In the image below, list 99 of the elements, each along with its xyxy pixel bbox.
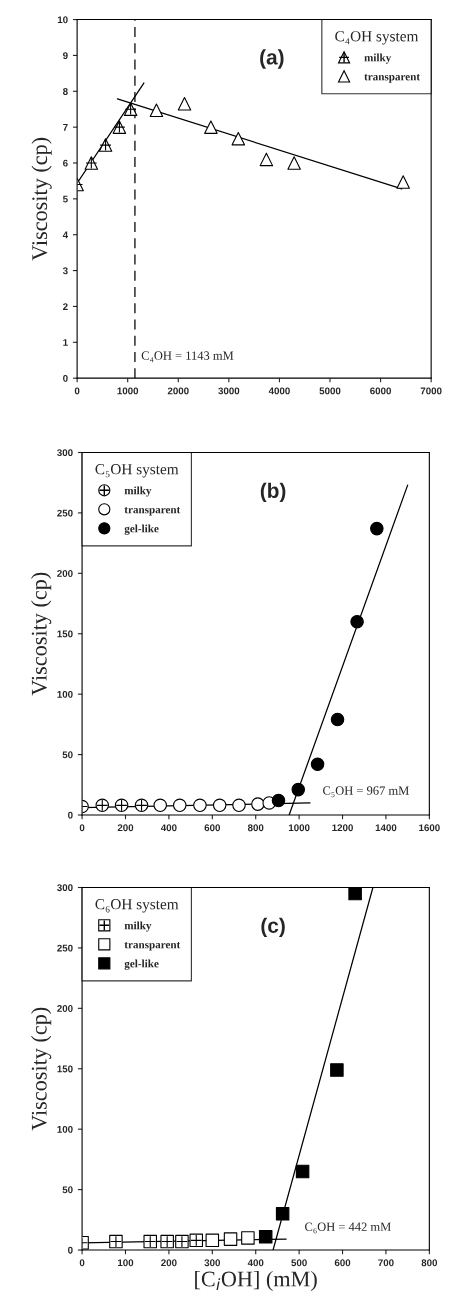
y-tick-label: 0 (68, 1246, 73, 1254)
point (287, 156, 301, 170)
y-tick-label: 250 (57, 944, 73, 952)
x-tick-label: 1000 (117, 387, 139, 395)
point (241, 1231, 255, 1245)
y-tick-label: 50 (62, 751, 73, 759)
x-tick-label: 700 (378, 1259, 394, 1267)
point (232, 798, 246, 813)
legend-label: milky (364, 53, 392, 64)
x-tick-label: 200 (117, 824, 134, 832)
ref-line-label: C₄OH = 1143 mM (141, 351, 234, 363)
legend-title: C₄OH system (335, 31, 419, 45)
y-tick-label: 5 (62, 195, 68, 203)
point (258, 1229, 273, 1244)
y-tick-label: 1 (63, 339, 68, 346)
point (177, 97, 192, 111)
y-axis-title: Viscosity (cp) (31, 137, 52, 261)
x-tick-label: 4000 (268, 387, 290, 395)
legend-title: C₅OH system (95, 464, 179, 478)
x-tick-label: 400 (247, 1259, 264, 1267)
x-tick-label: 1400 (375, 824, 397, 832)
y-tick-label: 4 (62, 231, 69, 239)
point (370, 521, 384, 536)
point (271, 793, 286, 808)
y-tick-label: 10 (57, 16, 68, 24)
y-tick-label: 6 (63, 159, 68, 167)
point (205, 1233, 220, 1248)
text: (a) (260, 49, 284, 69)
legend-label: gel-like (124, 959, 159, 970)
y-tick-label: 100 (57, 1125, 73, 1133)
point (396, 175, 410, 189)
x-tick-label: 3000 (218, 387, 240, 395)
y-tick-label: 50 (62, 1186, 73, 1194)
y-tick-label: 0 (68, 811, 73, 819)
point (223, 1232, 238, 1246)
x-tick-label: 400 (160, 824, 177, 832)
point (172, 798, 187, 813)
x-tick-label: 2000 (167, 387, 189, 395)
legend-label: transparent (124, 506, 181, 516)
point (212, 798, 227, 813)
point (310, 757, 325, 772)
x-tick-label: 300 (204, 1259, 221, 1267)
y-axis-title: Viscosity (cp) (31, 1007, 52, 1131)
x-tick-label: 800 (421, 1259, 438, 1267)
x-tick-label: 100 (117, 1259, 134, 1267)
x-tick-label: 0 (79, 824, 85, 832)
y-tick-label: 150 (57, 630, 73, 638)
x-tick-label: 200 (161, 1259, 177, 1267)
point (295, 1164, 310, 1179)
point (330, 712, 345, 727)
legend-label: milky (124, 486, 152, 497)
x-tick-label: 0 (79, 1259, 85, 1267)
point (275, 1206, 290, 1221)
point (291, 782, 306, 797)
y-tick-label: 100 (57, 690, 73, 698)
point (153, 798, 167, 813)
text: (c) (261, 917, 285, 938)
y-tick-label: 9 (63, 52, 68, 60)
x-tick-label: 0 (74, 387, 80, 395)
legend-title: C₆OH system (95, 899, 179, 913)
point (204, 120, 218, 134)
x-tick-label: 6000 (370, 387, 391, 395)
legend-label: transparent (124, 941, 181, 951)
point (251, 797, 265, 811)
y-tick-label: 200 (57, 570, 73, 577)
y-tick-label: 250 (57, 509, 73, 517)
x-tick-label: 7000 (420, 387, 442, 395)
y-tick-label: 300 (57, 884, 73, 892)
point (231, 131, 246, 146)
point (193, 798, 207, 813)
point (330, 1063, 344, 1077)
y-tick-label: 8 (63, 88, 68, 95)
x-tick-label: 500 (291, 1259, 307, 1267)
point (350, 614, 364, 629)
y-tick-label: 3 (62, 267, 68, 275)
annotation: C₆OH = 442 mM (305, 1222, 391, 1234)
annotation: C₅OH = 967 mM (323, 786, 409, 798)
legend-label: milky (124, 921, 152, 932)
y-tick-label: 300 (57, 449, 73, 457)
legend-label: transparent (364, 74, 420, 83)
point (149, 103, 164, 118)
y-tick-label: 0 (63, 374, 68, 382)
x-tick-label: 1000 (288, 824, 310, 832)
point (259, 152, 274, 167)
legend-label: gel-like (124, 524, 159, 535)
x-tick-label: 1600 (419, 824, 440, 832)
x-tick-label: 600 (204, 824, 221, 832)
y-axis-title: Viscosity (cp) (31, 572, 52, 696)
x-tick-label: 800 (247, 824, 264, 832)
x-tick-label: 1200 (332, 824, 353, 832)
x-axis-title: [C$_{i}$OH] (mM) (195, 1270, 317, 1292)
y-tick-label: 7 (63, 123, 68, 131)
y-tick-label: 200 (57, 1005, 73, 1012)
y-tick-label: 2 (63, 303, 68, 310)
x-tick-label: 5000 (319, 387, 341, 395)
point (348, 887, 362, 901)
text: (b) (260, 482, 286, 503)
x-tick-label: 600 (334, 1259, 351, 1267)
y-tick-label: 150 (57, 1065, 73, 1073)
